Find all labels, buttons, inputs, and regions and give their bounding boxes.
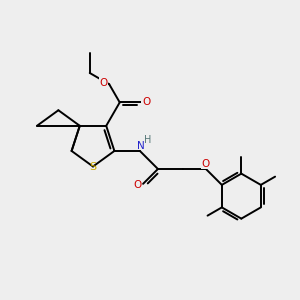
Text: O: O xyxy=(142,98,150,107)
Text: O: O xyxy=(202,159,210,169)
Text: O: O xyxy=(133,180,141,190)
Text: S: S xyxy=(89,162,96,172)
Text: H: H xyxy=(144,136,152,146)
Text: O: O xyxy=(100,78,108,88)
Text: N: N xyxy=(136,141,144,151)
